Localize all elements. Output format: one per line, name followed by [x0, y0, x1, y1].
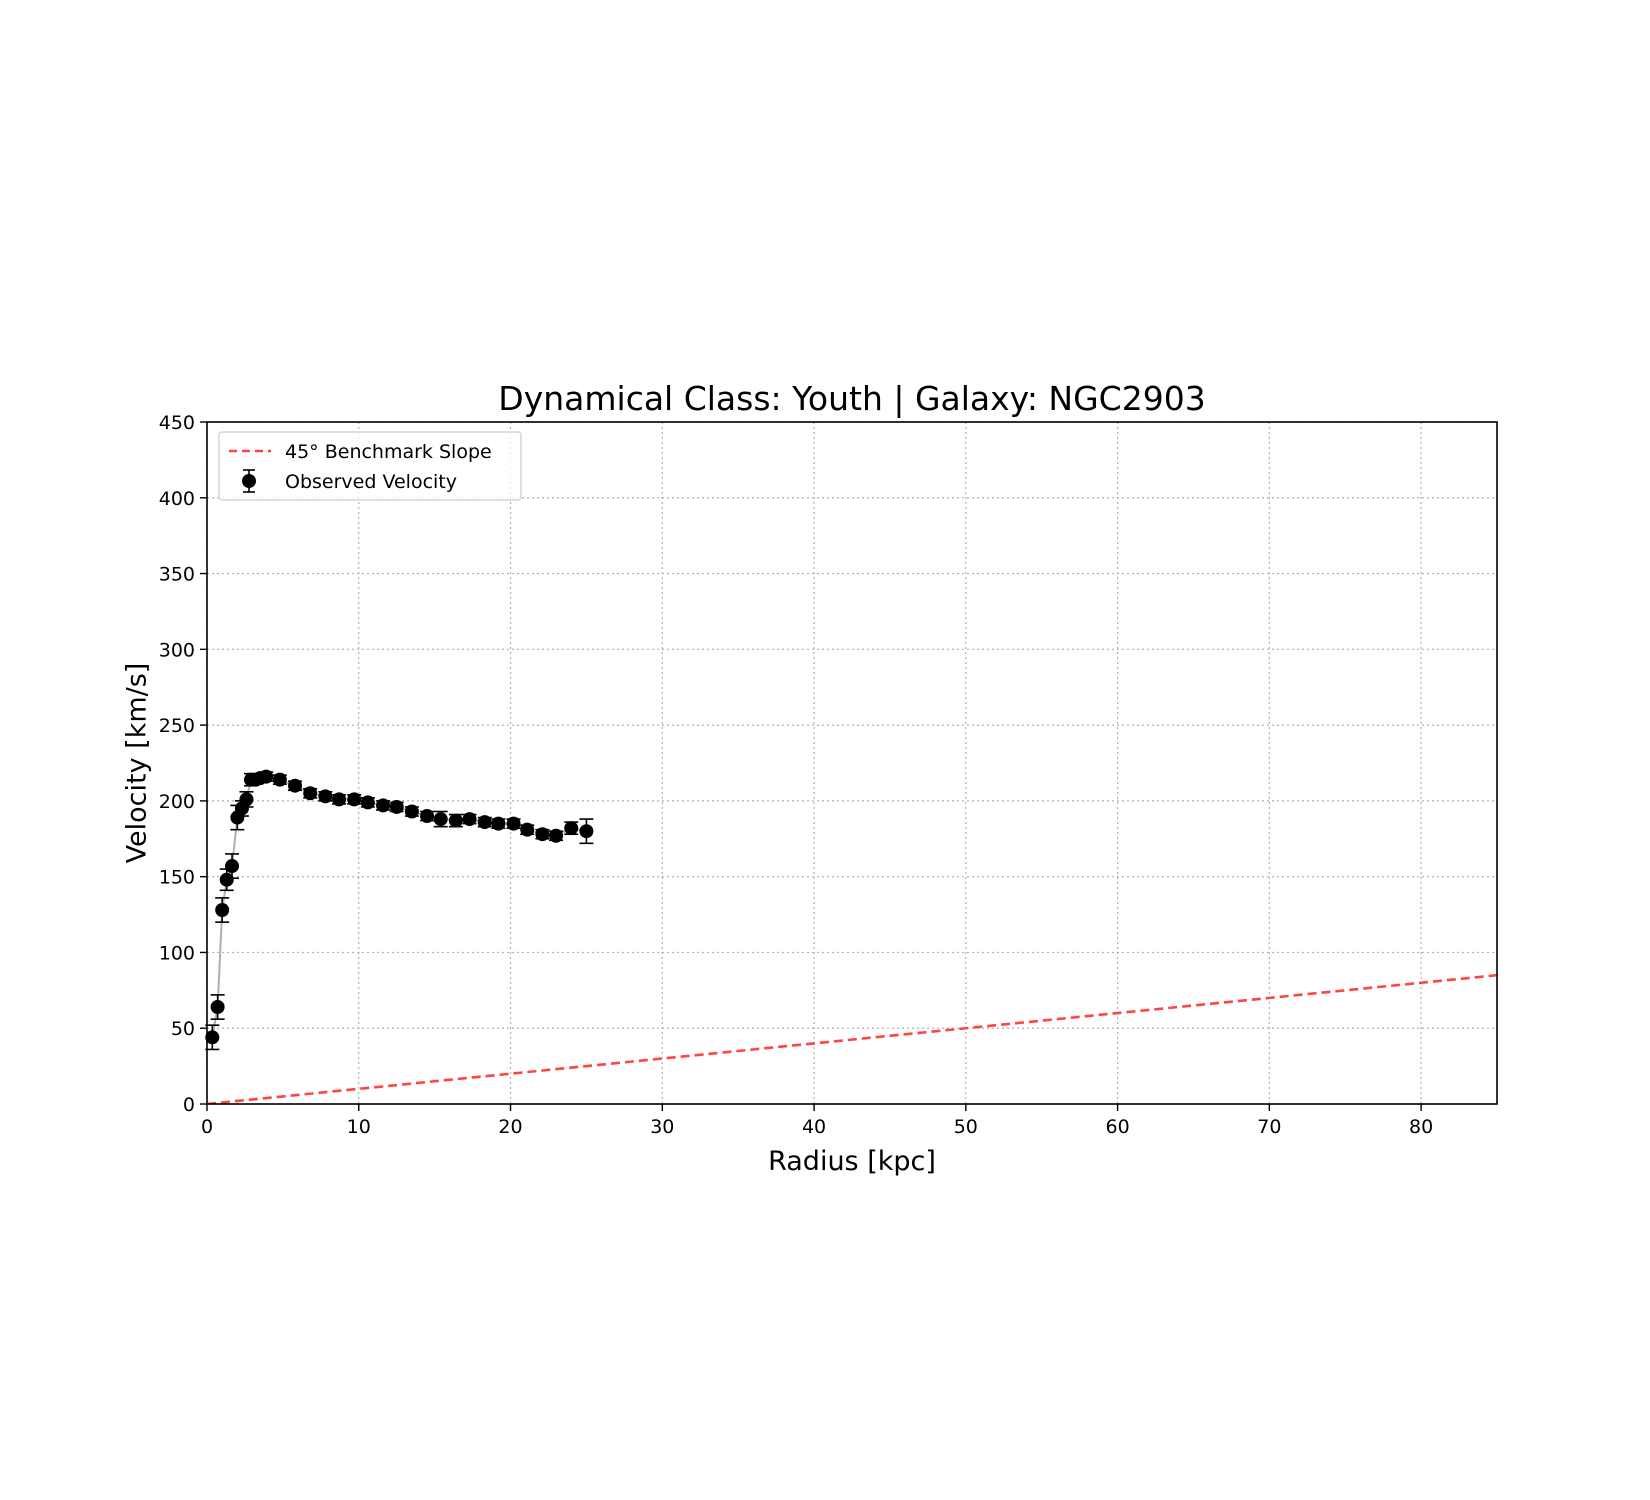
x-tick-label: 80 — [1409, 1116, 1433, 1138]
data-point — [376, 798, 391, 813]
data-point — [462, 812, 477, 827]
observed-series — [205, 769, 594, 1051]
x-tick-label: 30 — [650, 1116, 674, 1138]
y-tick-label: 450 — [159, 412, 195, 434]
x-axis-title: Radius [kpc] — [768, 1146, 936, 1177]
data-point — [549, 828, 564, 843]
x-tick-label: 10 — [347, 1116, 371, 1138]
data-point — [303, 786, 318, 801]
data-point — [332, 792, 347, 807]
data-point — [210, 1000, 225, 1015]
legend-observed-swatch — [242, 469, 256, 493]
data-point — [389, 799, 404, 814]
data-point — [318, 789, 333, 804]
x-tick-label: 60 — [1105, 1116, 1129, 1138]
data-point — [433, 812, 448, 827]
x-tick-label: 70 — [1257, 1116, 1281, 1138]
benchmark-series — [207, 973, 1497, 1104]
y-tick-label: 400 — [159, 488, 195, 510]
data-point — [219, 872, 234, 887]
legend-label-benchmark: 45° Benchmark Slope — [285, 441, 492, 463]
data-point — [259, 769, 274, 784]
chart-title: Dynamical Class: Youth | Galaxy: NGC2903 — [498, 379, 1205, 418]
x-tick-label: 0 — [201, 1116, 213, 1138]
data-point — [491, 816, 506, 831]
data-point — [520, 822, 535, 837]
data-point — [535, 827, 550, 842]
y-tick-label: 0 — [183, 1094, 195, 1116]
data-point — [347, 792, 362, 807]
data-point — [420, 809, 435, 824]
data-point — [360, 795, 375, 810]
y-tick-label: 350 — [159, 564, 195, 586]
y-tick-label: 150 — [159, 867, 195, 889]
data-point — [579, 824, 594, 839]
plot-frame — [206, 421, 1498, 1105]
y-tick-label: 300 — [159, 639, 195, 661]
legend-label-observed: Observed Velocity — [285, 471, 457, 493]
observed-connector-line — [211, 775, 587, 1038]
legend: 45° Benchmark Slope Observed Velocity — [218, 431, 522, 501]
data-point — [564, 821, 579, 836]
x-tick-label: 20 — [498, 1116, 522, 1138]
data-point — [288, 778, 303, 793]
data-point — [477, 815, 492, 830]
data-point — [215, 903, 230, 918]
y-axis-ticks: 0 50 100 150 200 250 300 350 400 450 — [159, 412, 207, 1116]
data-point — [404, 804, 419, 819]
benchmark-line — [207, 973, 1497, 1104]
x-tick-label: 40 — [802, 1116, 826, 1138]
y-tick-label: 50 — [171, 1018, 195, 1040]
data-point — [448, 813, 463, 828]
grid — [206, 421, 1497, 1105]
y-tick-label: 200 — [159, 791, 195, 813]
x-axis-ticks: 0 10 20 30 40 50 60 70 80 — [201, 1104, 1433, 1138]
y-axis-title: Velocity [km/s] — [122, 663, 153, 864]
data-point — [205, 1030, 220, 1045]
y-tick-label: 100 — [159, 942, 195, 964]
data-point — [225, 859, 240, 874]
data-point — [506, 816, 521, 831]
data-point — [272, 772, 287, 787]
y-tick-label: 250 — [159, 715, 195, 737]
data-point — [239, 792, 254, 807]
legend-box — [218, 431, 522, 501]
x-tick-label: 50 — [954, 1116, 978, 1138]
legend-marker-dot — [242, 474, 256, 488]
